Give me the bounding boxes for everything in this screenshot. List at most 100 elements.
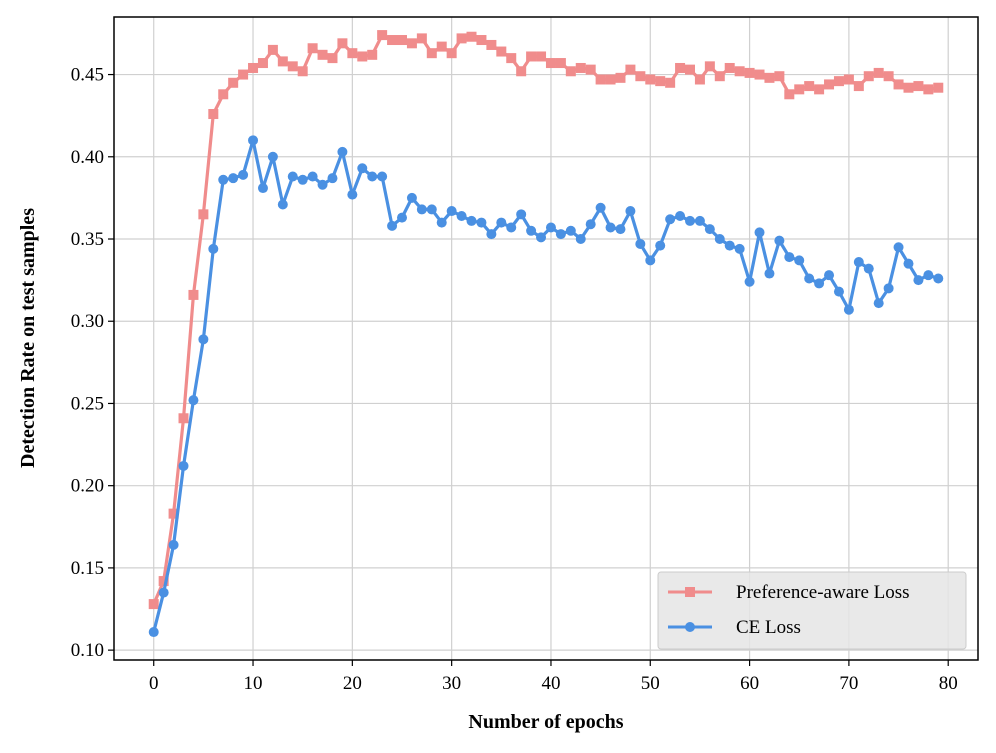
data-point [248,135,259,146]
data-point [913,275,924,286]
data-point [605,222,616,233]
data-point [814,278,825,289]
data-point [317,179,328,190]
data-point [357,51,368,62]
data-point [625,64,636,75]
data-point [198,334,209,345]
data-point [307,43,318,54]
data-point [585,219,596,230]
data-point [516,209,527,220]
data-point [555,229,566,240]
y-tick-label: 0.40 [71,147,104,168]
data-point [804,81,815,92]
data-point [843,304,854,315]
data-point [794,84,805,95]
x-axis-title: Number of epochs [468,711,623,733]
data-point [426,204,437,215]
data-point [933,82,944,93]
data-point [754,69,765,80]
data-point [466,215,477,226]
data-point [893,79,904,90]
data-point [575,234,586,245]
data-point [267,44,278,55]
data-point [317,49,328,60]
data-point [814,84,825,95]
data-point [665,77,676,88]
data-point [397,212,407,223]
data-point [446,48,457,59]
x-tick-label: 10 [244,673,263,694]
plot-frame [113,16,979,661]
data-point [446,206,457,217]
data-point [188,289,199,300]
y-tick-label: 0.20 [71,476,104,497]
data-point [456,210,467,221]
data-point [526,225,537,236]
x-tick-label: 70 [839,673,858,694]
data-point [337,146,348,157]
data-point [794,255,805,266]
data-point [704,224,715,235]
data-point [824,270,835,281]
legend-label-ce: CE Loss [736,617,801,638]
data-point [218,89,229,100]
data-point [714,234,725,245]
data-point [327,53,338,64]
data-point [377,171,388,182]
data-point [843,74,854,85]
x-tick-label: 0 [149,673,159,694]
data-point [734,66,745,77]
data-point [228,77,239,88]
data-point [327,173,338,184]
data-point [645,74,656,85]
data-point [724,62,735,73]
data-point [863,263,874,274]
legend-box [657,571,967,650]
data-point [297,66,308,77]
data-point [476,35,487,46]
data-point [277,199,288,210]
legend-marker-ce [685,622,695,632]
data-point [387,220,398,231]
data-point [625,206,636,217]
data-point [257,58,268,69]
data-point [774,235,785,246]
data-point [387,35,398,46]
data-point [277,56,288,67]
data-point [158,587,169,598]
data-point [248,62,259,73]
data-point [575,62,586,73]
data-point [595,202,606,213]
data-point [545,58,556,69]
data-point [208,243,219,254]
data-point [694,215,705,226]
data-point [655,76,666,87]
x-tick-label: 20 [343,673,362,694]
data-point [615,72,626,83]
x-tick-label: 80 [939,673,958,694]
data-point [377,30,388,41]
y-axis-title: Detection Rate on test samples [17,208,39,468]
data-point [416,33,427,44]
data-point [347,48,358,59]
data-point [883,71,894,82]
legend: Preference-aware Loss CE Loss [657,571,967,650]
data-point [228,173,239,184]
data-point [744,276,755,287]
data-point [734,243,745,254]
data-point [347,189,358,200]
data-point [466,31,477,42]
data-point [188,395,199,406]
data-point [933,273,944,284]
data-point [337,38,348,49]
data-point [585,64,596,75]
data-point [784,89,795,100]
y-tick-label: 0.15 [71,558,104,579]
data-point [297,174,308,185]
data-point [436,41,447,52]
data-point [595,74,606,85]
y-axis: 0.10 0.15 0.20 0.25 0.30 0.35 0.40 0.45 [71,65,114,661]
data-point [873,67,884,78]
data-point [516,66,527,77]
